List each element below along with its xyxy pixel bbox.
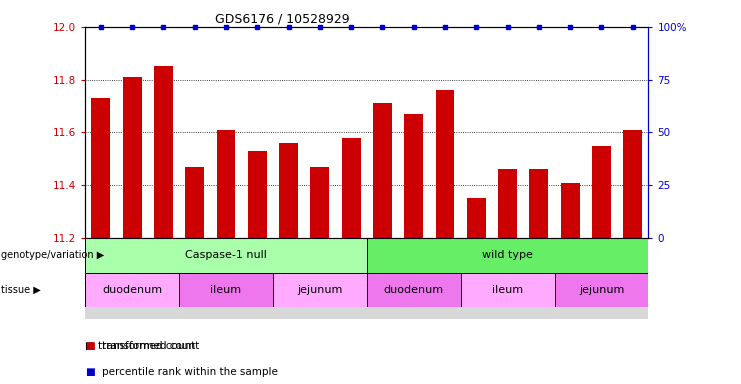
Bar bbox=[367, 273, 461, 307]
Bar bbox=[561, 183, 579, 238]
Bar bbox=[310, 167, 329, 238]
Text: wild type: wild type bbox=[482, 250, 533, 260]
Text: Caspase-1 null: Caspase-1 null bbox=[185, 250, 267, 260]
Bar bbox=[342, 138, 361, 238]
Bar bbox=[85, 273, 179, 307]
Text: jejunum: jejunum bbox=[297, 285, 342, 295]
Bar bbox=[279, 143, 298, 238]
Text: percentile rank within the sample: percentile rank within the sample bbox=[102, 367, 277, 377]
Text: ■ transformed count: ■ transformed count bbox=[85, 341, 196, 351]
Bar bbox=[623, 130, 642, 238]
Text: jejunum: jejunum bbox=[579, 285, 624, 295]
Text: tissue ▶: tissue ▶ bbox=[1, 285, 41, 295]
Text: ■: ■ bbox=[85, 367, 95, 377]
Bar bbox=[91, 98, 110, 238]
Bar bbox=[592, 146, 611, 238]
Title: GDS6176 / 10528929: GDS6176 / 10528929 bbox=[215, 13, 350, 26]
Bar bbox=[367, 238, 648, 273]
Text: genotype/variation ▶: genotype/variation ▶ bbox=[1, 250, 104, 260]
Bar bbox=[179, 273, 273, 307]
Bar bbox=[373, 103, 392, 238]
Bar bbox=[154, 66, 173, 238]
Bar bbox=[216, 130, 236, 238]
Text: ileum: ileum bbox=[210, 285, 242, 295]
Bar bbox=[436, 90, 454, 238]
Text: transformed count: transformed count bbox=[102, 341, 199, 351]
Bar bbox=[85, 238, 367, 273]
Bar bbox=[530, 169, 548, 238]
Bar bbox=[467, 199, 485, 238]
Text: ileum: ileum bbox=[492, 285, 523, 295]
Bar bbox=[248, 151, 267, 238]
Text: duodenum: duodenum bbox=[102, 285, 162, 295]
Text: duodenum: duodenum bbox=[384, 285, 444, 295]
Bar bbox=[554, 273, 648, 307]
Bar bbox=[461, 273, 554, 307]
Bar bbox=[123, 77, 142, 238]
Bar bbox=[273, 273, 367, 307]
Bar bbox=[185, 167, 204, 238]
Bar bbox=[498, 169, 517, 238]
Text: ■: ■ bbox=[85, 341, 95, 351]
Bar bbox=[405, 114, 423, 238]
